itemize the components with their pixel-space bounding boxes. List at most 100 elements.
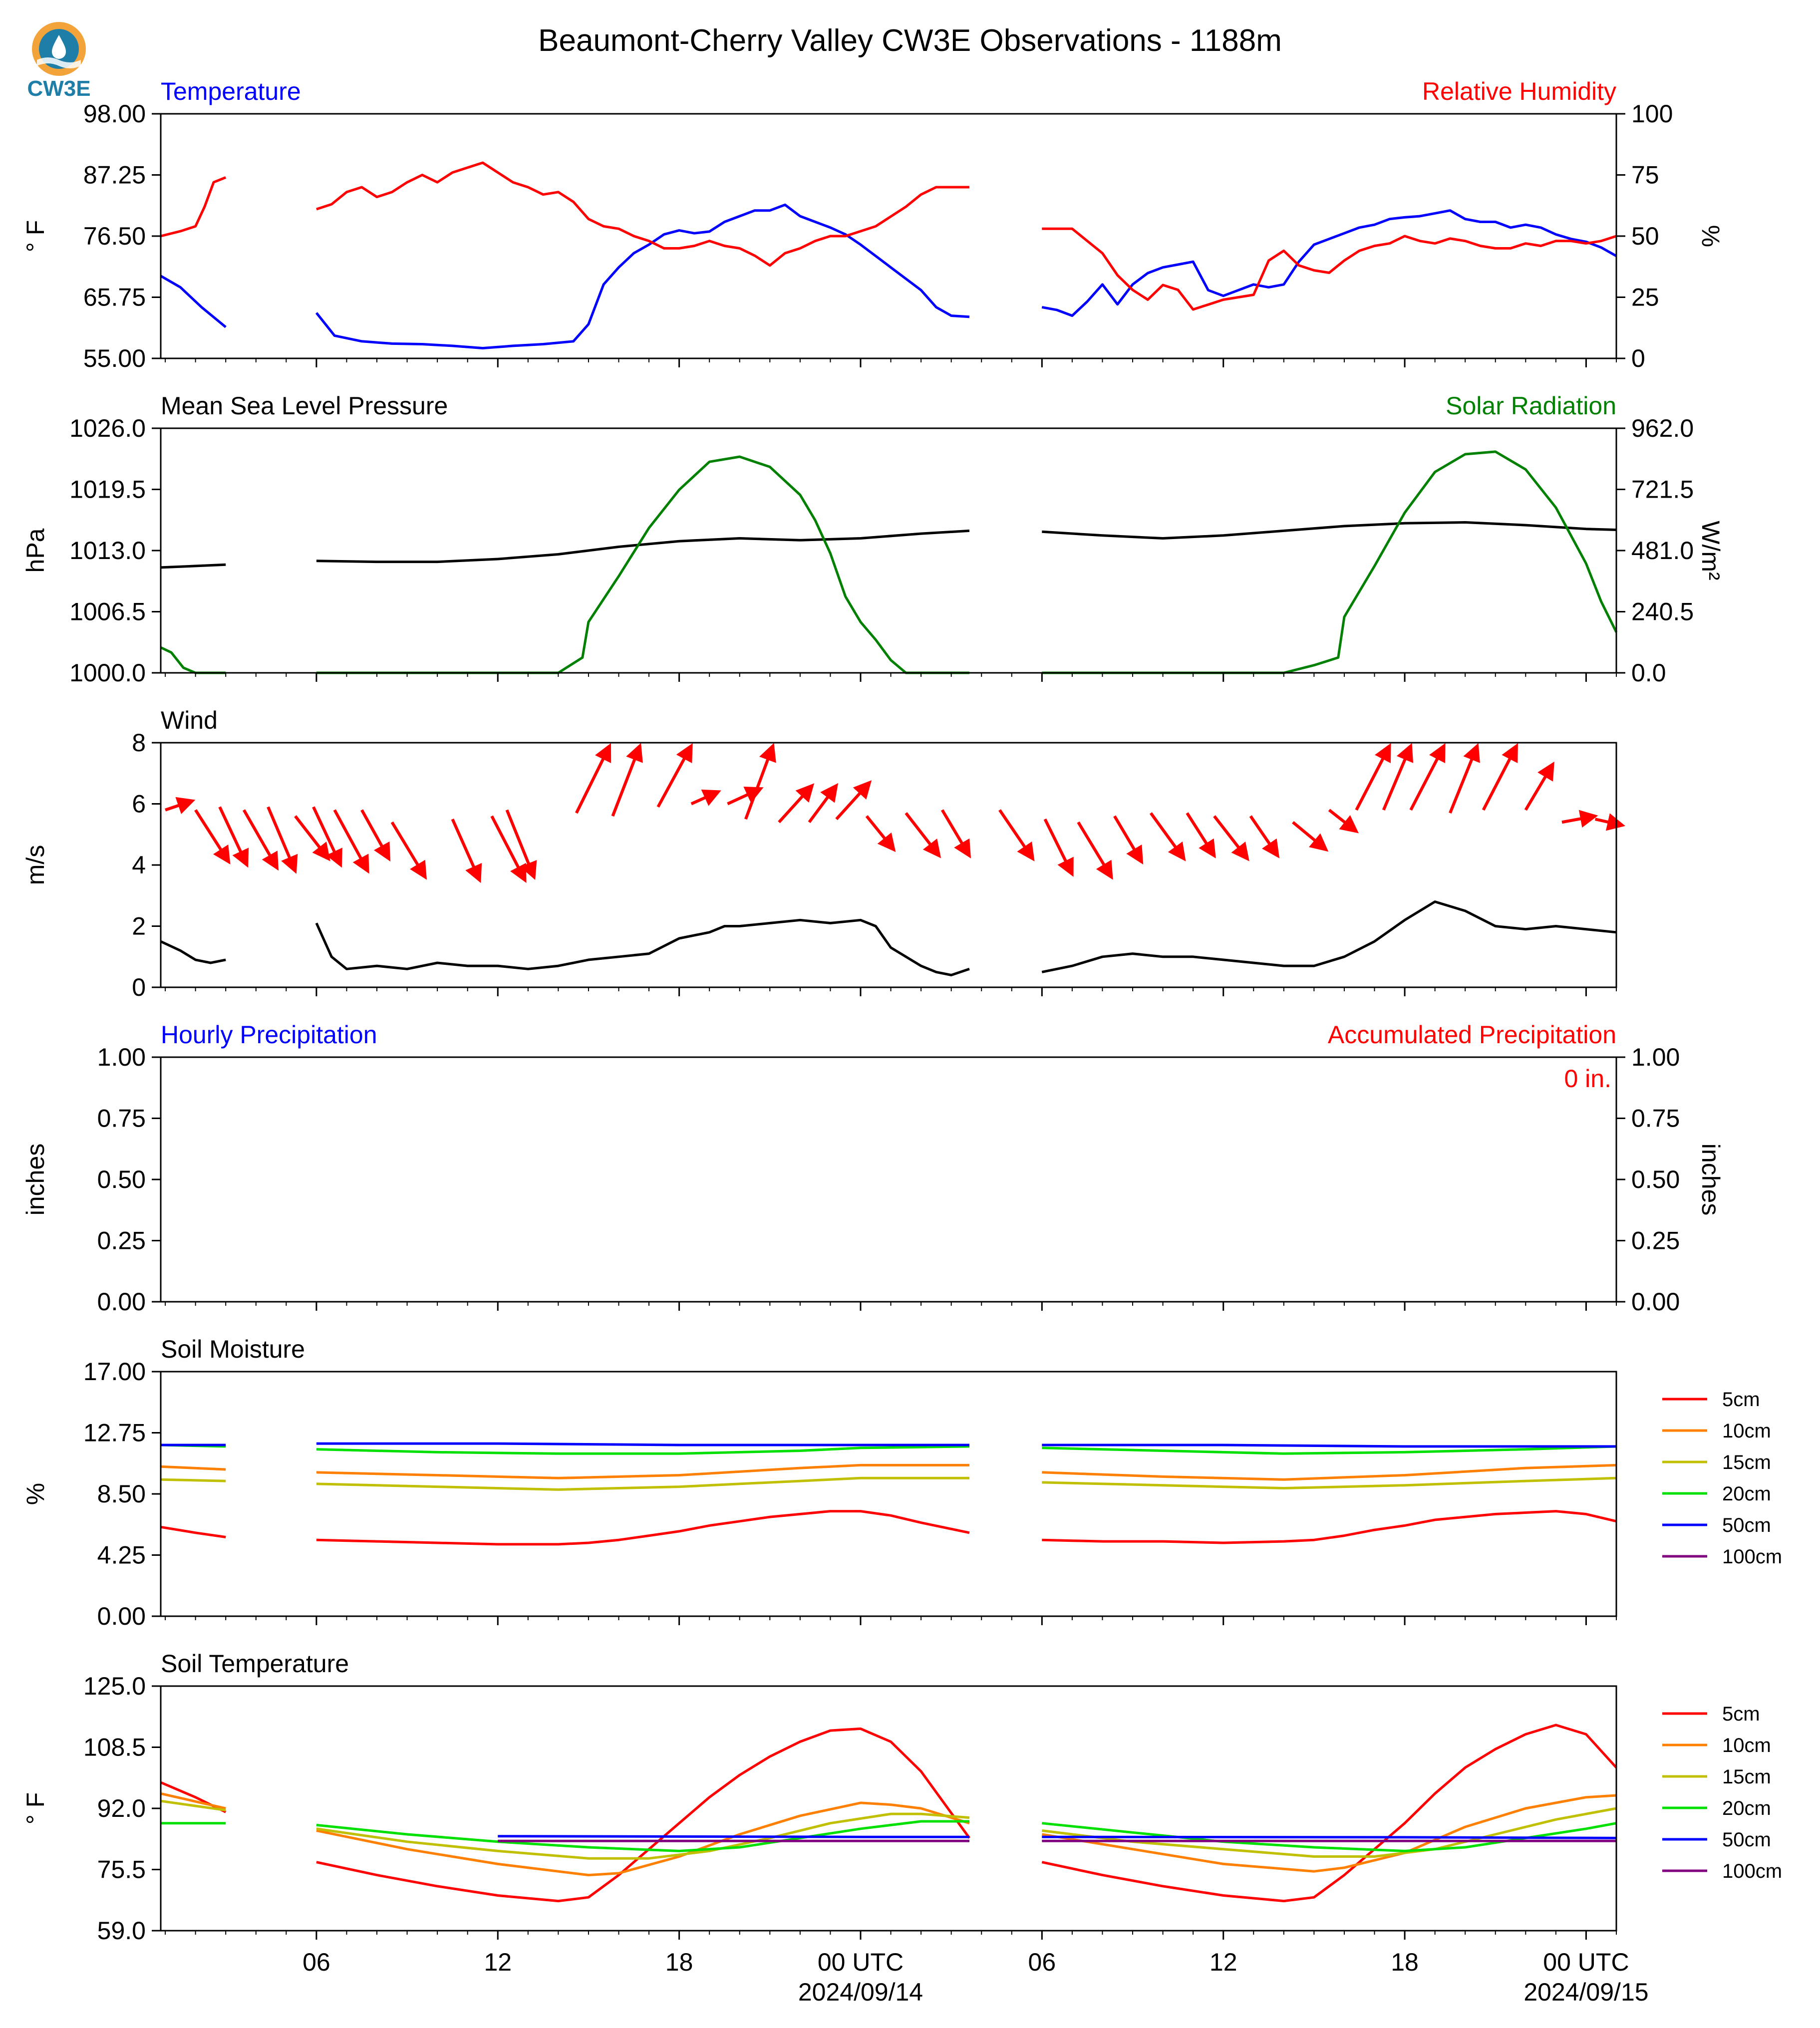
wind-arrow <box>505 809 537 880</box>
wind-arrow <box>1482 743 1518 811</box>
y-tick-label-left: 17.00 <box>83 1358 146 1386</box>
x-tick-label: 06 <box>303 1948 330 1976</box>
series-line-relative-humidity <box>160 161 1617 311</box>
series-line-10cm <box>160 1792 1617 1877</box>
wind-arrow <box>1292 821 1329 852</box>
x-tick-label: 00 UTC <box>1543 1948 1629 1976</box>
y-axis-label-right: W/m² <box>1697 521 1725 580</box>
x-tick-label: 18 <box>1391 1948 1419 1976</box>
wind-arrow <box>1561 810 1598 828</box>
y-axis-label-right: inches <box>1697 1144 1725 1216</box>
legend-label: 20cm <box>1722 1483 1771 1505</box>
y-tick-label-left: 87.25 <box>83 161 146 189</box>
y-tick-label-left: 1.00 <box>97 1043 146 1071</box>
panel-left-title: Temperature <box>161 77 301 105</box>
y-tick-label-left: 0.00 <box>97 1602 146 1630</box>
legend-label: 50cm <box>1722 1829 1771 1851</box>
wind-arrow <box>1186 812 1216 859</box>
wind-arrow <box>267 806 298 874</box>
panel-left-title: Hourly Precipitation <box>161 1021 377 1049</box>
y-tick-label-left: 1013.0 <box>69 537 146 565</box>
y-tick-label-left: 1000.0 <box>69 659 146 687</box>
x-tick-label: 12 <box>1210 1948 1237 1976</box>
y-tick-label-right: 962.0 <box>1631 414 1694 442</box>
y-tick-label-right: 25 <box>1631 284 1659 311</box>
wind-arrow <box>165 797 196 815</box>
y-tick-label-left: 125.0 <box>83 1672 146 1700</box>
legend-label: 15cm <box>1722 1766 1771 1788</box>
y-axis-label-left: inches <box>21 1144 49 1216</box>
wind-arrow <box>940 809 971 859</box>
wind-arrow <box>333 809 369 874</box>
x-tick-label: 18 <box>665 1948 693 1976</box>
wind-arrow <box>1355 743 1391 811</box>
panel-right-title: Accumulated Precipitation <box>1328 1021 1616 1049</box>
y-axis-label-left: ° F <box>21 1792 49 1824</box>
y-tick-label-right: 0 <box>1631 344 1645 372</box>
wind-arrow <box>575 743 611 814</box>
wind-arrow <box>312 806 342 868</box>
x-date-label: 2024/09/15 <box>1523 1978 1648 2006</box>
y-tick-label-left: 6 <box>132 790 146 818</box>
y-tick-label-left: 1006.5 <box>69 598 146 626</box>
wind-arrow <box>294 815 330 862</box>
wind-arrow <box>1149 812 1186 862</box>
series-line-temperature <box>160 203 1617 349</box>
y-tick-label-right: 0.0 <box>1631 659 1666 687</box>
wind-arrow <box>744 743 776 820</box>
y-tick-label-left: 98.00 <box>83 100 146 128</box>
y-tick-label-left: 55.00 <box>83 344 146 372</box>
wind-arrow <box>1077 821 1113 880</box>
y-axis-label-left: hPa <box>21 528 49 573</box>
wind-arrow <box>1113 815 1144 865</box>
x-date-label: 2024/09/14 <box>798 1978 923 2006</box>
wind-arrow <box>1249 815 1280 859</box>
wind-arrow <box>1382 743 1414 811</box>
y-tick-label-right: 240.5 <box>1631 598 1694 626</box>
logo-water-drop-icon <box>52 35 66 59</box>
y-tick-label-left: 2 <box>132 912 146 940</box>
y-tick-label-left: 4 <box>132 851 146 879</box>
wind-arrow <box>490 815 527 883</box>
series-line-15cm <box>160 1799 1617 1860</box>
y-tick-label-left: 75.5 <box>97 1856 146 1884</box>
legend-label: 10cm <box>1722 1735 1771 1756</box>
legend-label: 50cm <box>1722 1514 1771 1536</box>
logo-wave-icon <box>37 57 81 68</box>
y-tick-label-left: 92.0 <box>97 1794 146 1822</box>
series-line-10cm <box>160 1463 1617 1481</box>
y-tick-label-left: 0.75 <box>97 1105 146 1133</box>
y-tick-label-right: 1.00 <box>1631 1043 1680 1071</box>
wind-arrow <box>360 809 391 862</box>
series-line-5cm <box>160 1510 1617 1546</box>
series-line-15cm <box>160 1476 1617 1491</box>
figure-title: Beaumont-Cherry Valley CW3E Observations… <box>538 23 1282 58</box>
y-tick-label-left: 1019.5 <box>69 476 146 504</box>
wind-arrow <box>390 821 427 880</box>
y-tick-label-right: 0.50 <box>1631 1165 1680 1193</box>
y-tick-label-right: 0.00 <box>1631 1288 1680 1316</box>
cw3e-logo: CW3E <box>27 22 91 101</box>
y-tick-label-left: 0.50 <box>97 1165 146 1193</box>
y-tick-label-left: 0 <box>132 973 146 1001</box>
y-tick-label-left: 65.75 <box>83 284 146 311</box>
x-tick-label: 12 <box>484 1948 512 1976</box>
series-line-wind <box>160 900 1617 976</box>
y-tick-label-left: 8 <box>132 729 146 757</box>
series-line-50cm <box>498 1835 1617 1839</box>
y-tick-label-right: 481.0 <box>1631 537 1694 565</box>
wind-arrow <box>778 783 815 824</box>
y-tick-label-left: 8.50 <box>97 1480 146 1508</box>
wind-arrow <box>1043 818 1074 877</box>
wind-arrow <box>656 743 693 808</box>
legend-label: 100cm <box>1722 1546 1782 1568</box>
panel-left-title: Mean Sea Level Pressure <box>161 392 448 420</box>
wind-arrow <box>690 789 721 806</box>
wind-arrow <box>835 780 872 821</box>
y-axis-label-left: % <box>21 1483 49 1505</box>
y-tick-label-right: 0.75 <box>1631 1105 1680 1133</box>
y-tick-label-left: 59.0 <box>97 1917 146 1945</box>
panel-left-title: Soil Temperature <box>161 1650 349 1678</box>
y-tick-label-right: 721.5 <box>1631 476 1694 504</box>
